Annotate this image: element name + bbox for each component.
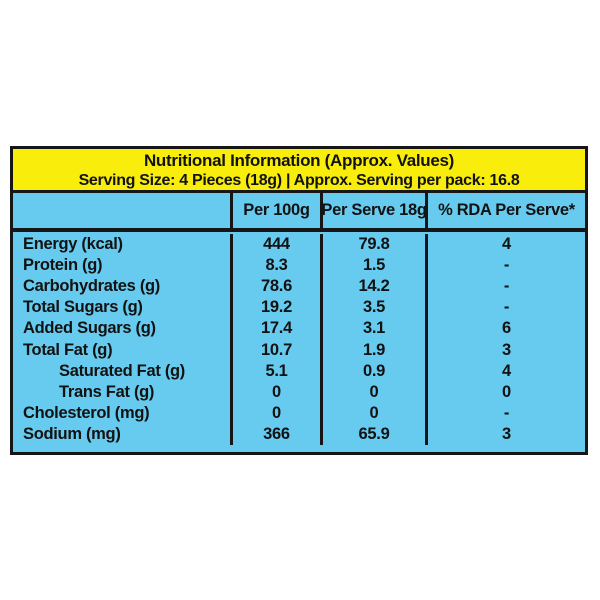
value-rda: - [425, 402, 585, 424]
value-per-serve: 1.9 [320, 339, 425, 361]
column-header-per-100g: Per 100g [230, 193, 320, 228]
nutrient-row-carbohydrates: Carbohydrates (g) 78.6 14.2 - [13, 276, 585, 298]
nutrition-table: Nutritional Information (Approx. Values)… [10, 146, 588, 455]
value-rda: 3 [425, 423, 585, 445]
nutrient-row-added-sugars: Added Sugars (g) 17.4 3.1 6 [13, 318, 585, 340]
serving-info: Serving Size: 4 Pieces (18g) | Approx. S… [78, 171, 520, 189]
nutrient-row-cholesterol: Cholesterol (mg) 0 0 - [13, 402, 585, 424]
column-header-blank [13, 193, 230, 228]
value-rda: 4 [425, 234, 585, 256]
column-header-rda: % RDA Per Serve* [425, 193, 585, 228]
nutrient-name: Sodium (mg) [23, 424, 121, 443]
nutrient-name: Protein (g) [23, 256, 103, 275]
value-per-100g: 8.3 [230, 255, 320, 277]
value-per-serve: 3.1 [320, 318, 425, 340]
nutrient-row-protein: Protein (g) 8.3 1.5 - [13, 255, 585, 277]
nutrient-name: Total Sugars (g) [23, 298, 143, 317]
nutrient-name: Saturated Fat (g) [59, 361, 185, 380]
column-header-per-serve: Per Serve 18g [320, 193, 425, 228]
value-per-100g: 78.6 [230, 276, 320, 298]
value-per-100g: 5.1 [230, 360, 320, 382]
nutrient-row-saturated-fat: Saturated Fat (g) 5.1 0.9 4 [13, 360, 585, 382]
value-per-serve: 0 [320, 402, 425, 424]
nutrient-row-total-fat: Total Fat (g) 10.7 1.9 3 [13, 339, 585, 361]
nutrient-row-total-sugars: Total Sugars (g) 19.2 3.5 - [13, 297, 585, 319]
table-title: Nutritional Information (Approx. Values) [143, 150, 455, 170]
nutrient-name: Added Sugars (g) [23, 319, 156, 338]
value-per-100g: 366 [230, 423, 320, 445]
nutrient-row-trans-fat: Trans Fat (g) 0 0 0 [13, 381, 585, 403]
column-header-row: Per 100g Per Serve 18g % RDA Per Serve* [13, 193, 585, 232]
value-per-100g: 0 [230, 381, 320, 403]
table-title-band: Nutritional Information (Approx. Values)… [13, 149, 585, 193]
value-per-serve: 3.5 [320, 297, 425, 319]
value-per-100g: 17.4 [230, 318, 320, 340]
value-rda: 3 [425, 339, 585, 361]
nutrient-name: Energy (kcal) [23, 235, 123, 254]
value-rda: 4 [425, 360, 585, 382]
value-per-100g: 10.7 [230, 339, 320, 361]
nutrient-rows: Energy (kcal) 444 79.8 4 Protein (g) 8.3… [13, 232, 585, 445]
nutrient-row-sodium: Sodium (mg) 366 65.9 3 [13, 423, 585, 445]
value-rda: 0 [425, 381, 585, 403]
value-per-serve: 79.8 [320, 234, 425, 256]
value-rda: - [425, 297, 585, 319]
value-per-serve: 0.9 [320, 360, 425, 382]
value-per-serve: 65.9 [320, 423, 425, 445]
value-per-serve: 14.2 [320, 276, 425, 298]
value-per-100g: 19.2 [230, 297, 320, 319]
value-rda: - [425, 255, 585, 277]
nutrient-name: Carbohydrates (g) [23, 277, 161, 296]
nutrient-name: Total Fat (g) [23, 340, 113, 359]
nutrient-row-energy: Energy (kcal) 444 79.8 4 [13, 234, 585, 256]
value-rda: 6 [425, 318, 585, 340]
nutrient-name: Cholesterol (mg) [23, 403, 150, 422]
value-per-serve: 1.5 [320, 255, 425, 277]
value-per-100g: 444 [230, 234, 320, 256]
value-rda: - [425, 276, 585, 298]
nutrient-name: Trans Fat (g) [59, 382, 155, 401]
value-per-100g: 0 [230, 402, 320, 424]
value-per-serve: 0 [320, 381, 425, 403]
